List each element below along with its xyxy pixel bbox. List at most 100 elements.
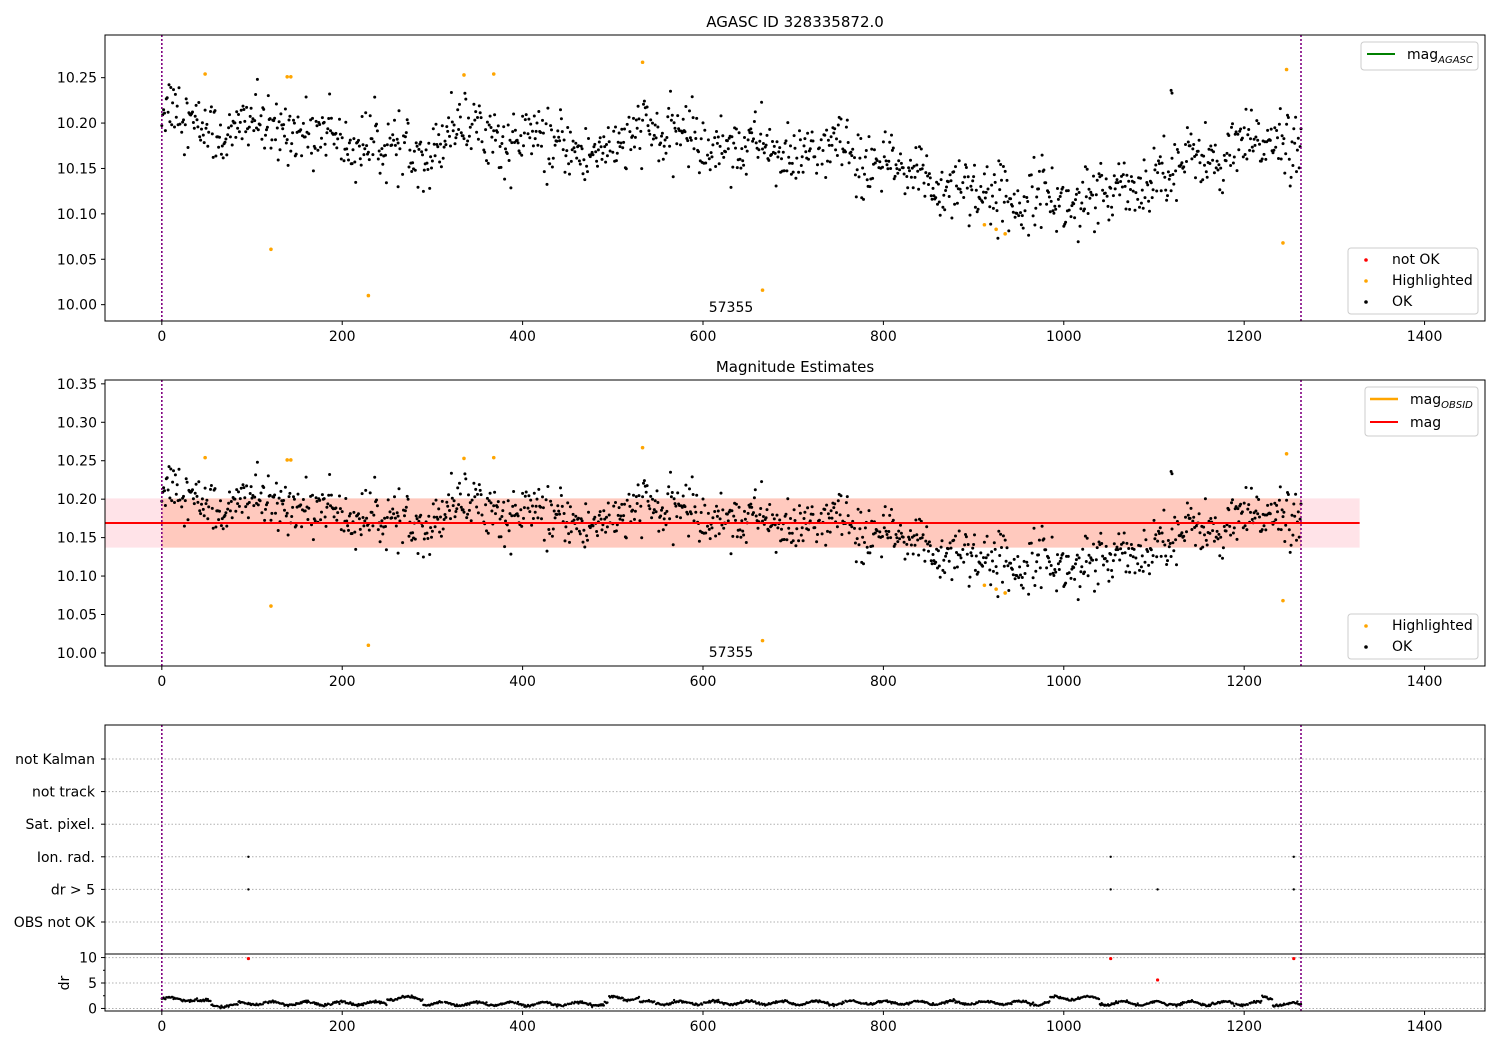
ok-point [1221,546,1225,550]
ok-point [824,176,828,179]
ok-point [485,159,488,163]
ok-point [223,513,227,517]
ok-point [1069,215,1073,219]
ok-point [624,536,628,540]
dr-point [1183,1001,1186,1004]
ok-point [718,144,722,148]
ok-point [373,95,377,99]
ok-point [279,489,283,493]
ok-point [611,150,615,154]
ok-point [649,494,653,498]
ok-point [790,531,794,535]
ok-point [541,495,544,499]
ok-point [1166,194,1169,198]
ok-point [1037,187,1040,191]
ok-point [1194,524,1198,528]
ok-point [919,519,923,523]
ok-point [894,163,898,167]
ok-point [1166,170,1170,174]
ok-point [674,129,678,133]
ok-point [838,513,842,517]
ok-point [566,126,570,129]
ok-point [674,504,678,508]
ok-point [927,549,930,553]
ok-point [886,536,890,540]
ok-point [641,495,645,499]
ok-point [438,530,442,534]
ok-point [237,113,240,116]
ok-point [229,500,233,503]
ok-point [922,181,926,185]
ok-point [510,514,514,518]
ok-point [512,490,516,493]
ok-point [172,88,175,92]
ok-point [1061,185,1065,189]
ok-point [774,184,778,188]
ok-point [205,498,209,502]
ok-point [810,505,814,509]
ok-point [168,120,172,124]
ok-point [750,505,754,509]
ok-point [425,531,429,535]
legend-mag-agasc-label: mag [1407,47,1438,63]
ok-point [1170,472,1174,476]
ok-point [963,175,967,179]
ok-point [336,137,340,141]
ok-point [901,166,905,170]
ok-point [511,504,515,508]
ok-point [777,150,781,154]
ok-point [953,202,957,206]
ok-point [203,108,207,112]
ok-point [324,153,328,157]
ok-point [1149,181,1153,185]
ok-point [1023,209,1027,213]
ok-point [849,150,853,154]
ok-point [213,109,217,113]
ok-point [417,147,421,151]
ok-point [1208,162,1212,165]
ok-point [902,172,906,176]
ok-point [526,506,530,510]
ok-point [250,496,254,500]
ok-point [171,101,175,105]
ok-point [509,186,513,190]
ok-point [1017,214,1021,218]
dr-point [774,1001,777,1005]
ok-point [684,483,688,487]
ok-point [833,127,837,131]
ok-point [180,505,184,509]
ok-point [338,494,341,498]
ok-point [767,158,771,162]
ok-point [776,526,780,530]
ok-point [1252,137,1256,141]
highlighted-point [269,604,273,608]
highlighted-point [203,455,207,460]
ok-point [991,569,995,573]
ok-point [973,205,977,209]
ok-point [1031,576,1035,580]
ok-point [670,491,674,494]
ok-point [906,186,910,190]
ok-point [655,111,659,115]
dr-point [882,999,885,1003]
ok-point [470,122,474,126]
ok-point [746,138,750,142]
ok-point [642,102,645,106]
ok-point [173,125,176,129]
ok-point [1092,174,1095,178]
ok-point [1245,528,1249,532]
ok-point [931,553,935,556]
ok-point [248,114,252,118]
ok-point [218,509,221,513]
ok-point [937,200,941,204]
ok-point [163,489,166,493]
ok-point [184,477,188,481]
ok-point [1049,564,1053,567]
ok-point [269,146,273,150]
ok-point [1297,166,1301,170]
ok-point [1111,194,1115,198]
ok-point [993,547,997,551]
ok-point [485,120,489,124]
ok-point [734,146,737,150]
ok-point [774,550,778,554]
